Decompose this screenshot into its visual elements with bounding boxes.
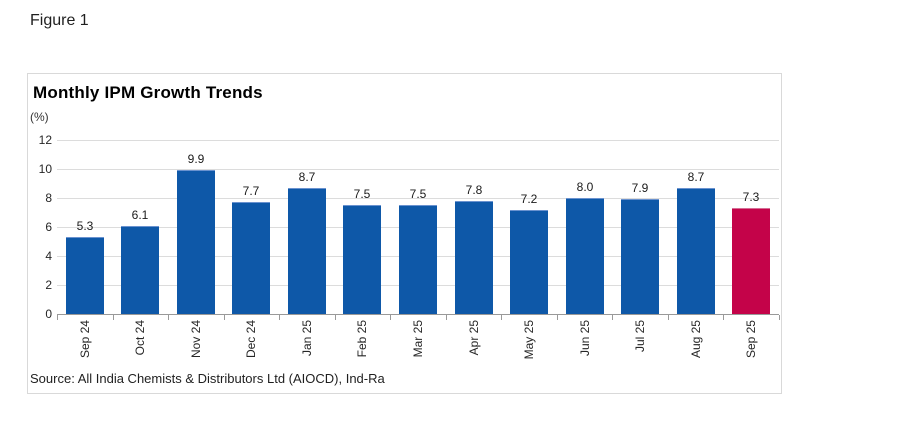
x-axis-category-label: May 25 xyxy=(522,320,536,360)
x-axis-category-label: Jan 25 xyxy=(300,320,314,357)
bar-jun-25 xyxy=(566,198,604,315)
x-axis-category-label: Mar 25 xyxy=(411,320,425,358)
y-axis-tick-label: 0 xyxy=(45,307,52,321)
bar-value-label: 6.1 xyxy=(131,208,149,222)
y-axis-tick-label: 12 xyxy=(38,133,52,147)
bar-value-label: 8.7 xyxy=(298,170,316,184)
y-axis-tick-label: 4 xyxy=(45,249,52,263)
bar-value-label: 7.2 xyxy=(520,192,538,206)
x-axis-category-label: Apr 25 xyxy=(467,320,481,356)
x-axis-tick xyxy=(612,315,613,320)
bar-oct-24 xyxy=(121,226,159,315)
bar-value-label: 7.8 xyxy=(465,183,483,197)
bar-chart-plot: 0 2 4 6 8 10 12 5.3 6.1 9.9 7.7 8.7 7.5 7.5 7.8 7.2 8.0 7… xyxy=(28,74,781,393)
source-note: Source: All India Chemists & Distributor… xyxy=(30,371,385,386)
bar-value-label: 7.5 xyxy=(353,187,371,201)
x-axis-tick xyxy=(668,315,669,320)
bar-aug-25 xyxy=(677,188,715,315)
x-axis-tick xyxy=(335,315,336,320)
x-axis-line xyxy=(57,314,779,315)
x-axis-tick xyxy=(557,315,558,320)
x-axis-category-label: Jun 25 xyxy=(578,320,592,357)
x-axis-tick xyxy=(57,315,58,320)
x-axis-tick xyxy=(279,315,280,320)
y-gridline xyxy=(57,198,779,199)
x-axis-category-label: Feb 25 xyxy=(355,320,369,358)
y-axis-tick-label: 6 xyxy=(45,220,52,234)
x-axis-tick xyxy=(723,315,724,320)
bar-jul-25 xyxy=(621,199,659,315)
x-axis-category-label: Jul 25 xyxy=(633,320,647,353)
bar-value-label: 9.9 xyxy=(187,152,205,166)
x-axis-category-label: Sep 24 xyxy=(78,320,92,359)
chart-panel: Monthly IPM Growth Trends (%) 0 2 4 6 8 10 12 5… xyxy=(27,73,782,394)
x-axis-category-label: Aug 25 xyxy=(689,320,703,359)
x-axis-category-label: Dec 24 xyxy=(244,320,258,359)
y-axis-tick-label: 2 xyxy=(45,278,52,292)
bar-mar-25 xyxy=(399,205,437,315)
bar-value-label: 8.0 xyxy=(576,180,594,194)
y-axis-tick-label: 10 xyxy=(38,162,52,176)
bar-value-label: 7.7 xyxy=(242,184,260,198)
bar-apr-25 xyxy=(455,201,493,315)
bar-value-label: 5.3 xyxy=(76,219,94,233)
bar-dec-24 xyxy=(232,202,270,315)
chart-title: Monthly IPM Growth Trends xyxy=(33,83,263,102)
x-axis-tick xyxy=(224,315,225,320)
bar-feb-25 xyxy=(343,205,381,315)
y-axis-tick-label: 8 xyxy=(45,191,52,205)
bar-value-label: 7.3 xyxy=(742,190,760,204)
bar-sep-24 xyxy=(66,237,104,315)
bar-value-label: 7.9 xyxy=(631,181,649,195)
bar-may-25 xyxy=(510,210,548,315)
bar-value-label: 8.7 xyxy=(687,170,705,184)
bar-nov-24 xyxy=(177,170,215,315)
bar-sep-25 xyxy=(732,208,770,315)
figure-label: Figure 1 xyxy=(30,12,89,29)
y-axis-unit-label: (%) xyxy=(30,110,49,124)
bar-jan-25 xyxy=(288,188,326,315)
bar-value-label: 7.5 xyxy=(409,187,427,201)
x-axis-tick xyxy=(390,315,391,320)
x-axis-tick xyxy=(501,315,502,320)
x-axis-tick xyxy=(168,315,169,320)
y-gridline xyxy=(57,169,779,170)
x-axis-tick xyxy=(113,315,114,320)
x-axis-tick xyxy=(779,315,780,320)
x-axis-category-label: Oct 24 xyxy=(133,320,147,356)
x-axis-category-label: Sep 25 xyxy=(744,320,758,359)
y-gridline xyxy=(57,140,779,141)
x-axis-category-label: Nov 24 xyxy=(189,320,203,359)
x-axis-tick xyxy=(446,315,447,320)
